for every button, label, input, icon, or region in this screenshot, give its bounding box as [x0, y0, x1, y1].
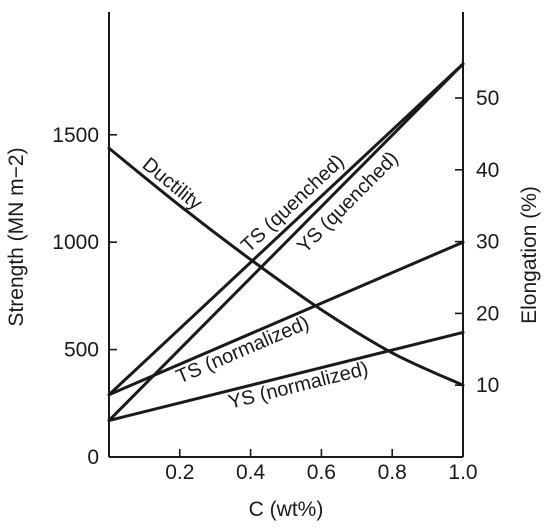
right-y-axis-title: Elongation (%)	[518, 186, 541, 324]
x-tick-label: 0.4	[236, 461, 266, 484]
axes	[108, 12, 464, 458]
right-y-tick-label: 50	[476, 87, 499, 110]
x-axis-title: C (wt%)	[249, 498, 324, 521]
curve-ys-quenched	[107, 62, 465, 422]
curves	[107, 62, 465, 422]
x-tick-label: 0.8	[378, 461, 407, 484]
right-y-tick-label: 20	[476, 302, 499, 325]
curve-ts-normalized	[107, 240, 465, 397]
x-tick-label: 0.2	[165, 461, 194, 484]
right-y-tick-label: 40	[476, 159, 499, 182]
tick-labels: 0.2 0.4 0.6 0.8 1.0 0 500 1000 1500 10 20 30 40 50	[52, 87, 499, 484]
label-ductility: Ductility	[138, 153, 206, 214]
curve-ts-quenched	[107, 62, 465, 397]
curve-ys-normalized	[107, 330, 465, 422]
left-y-tick-label: 0	[87, 446, 99, 469]
curve-labels: TS (quenched)YS (quenched)TS (normalized…	[138, 147, 403, 413]
left-y-tick-label: 1500	[52, 124, 99, 147]
left-y-tick-label: 1000	[52, 231, 99, 254]
right-y-tick-label: 10	[476, 374, 499, 397]
x-tick-label: 0.6	[307, 461, 336, 484]
curve-ductility	[107, 146, 465, 387]
left-y-tick-label: 500	[64, 339, 99, 362]
left-y-axis-title: Strength (MN m−2)	[5, 147, 28, 326]
x-tick-label: 1.0	[448, 461, 477, 484]
ticks	[109, 97, 464, 458]
right-y-tick-label: 30	[476, 231, 499, 254]
